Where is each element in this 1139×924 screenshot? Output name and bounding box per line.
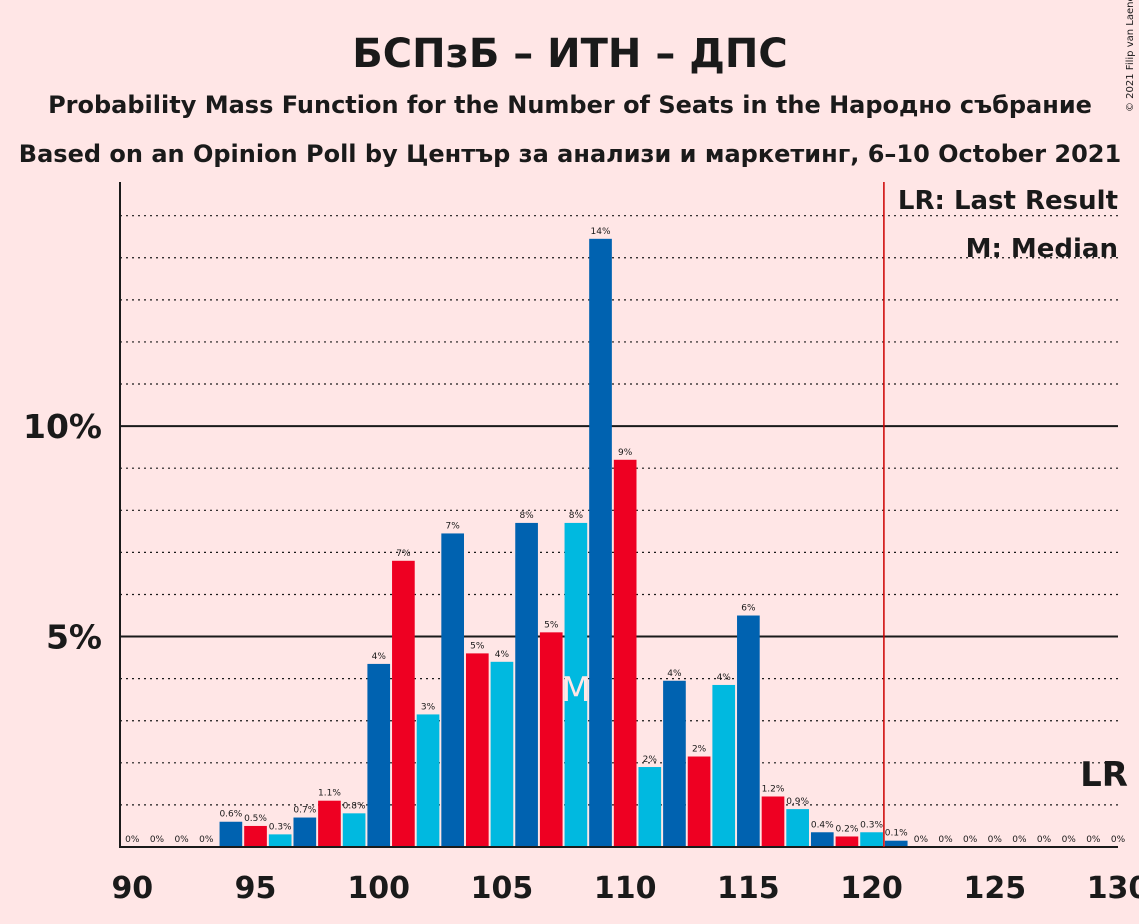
bar-label-107: 5% — [544, 620, 559, 630]
bar-104 — [465, 653, 489, 847]
bar-101 — [392, 560, 415, 847]
bar-label-99: 0.8% — [343, 801, 366, 811]
bar-label-126: 0% — [1012, 835, 1027, 845]
bar-label-125: 0% — [988, 835, 1003, 845]
last-result-marker-label: LR — [1080, 755, 1128, 795]
bar-label-129: 0% — [1086, 835, 1101, 845]
bar-label-97: 0.7% — [293, 806, 316, 816]
x-tick-label-130: 130 — [1087, 871, 1139, 906]
bar-label-90: 0% — [125, 835, 140, 845]
bar-labels: 0% 0% 0% 0%0.6% 0.5%0.3%0.7%1.1%0.8%4%7%3%7%… — [125, 227, 1125, 845]
bar-99 — [342, 813, 366, 847]
bar-label-91: 0% — [150, 835, 165, 845]
bar-label-101: 7% — [396, 549, 411, 559]
bar-107 — [539, 632, 563, 847]
legend-median: M: Median — [966, 234, 1118, 264]
bar-label-121: 0.1% — [885, 829, 908, 839]
x-tick-label-115: 115 — [717, 871, 780, 906]
bar-label-128: 0% — [1062, 835, 1077, 845]
chart-source: Based on an Opinion Poll by Център за ан… — [19, 140, 1121, 168]
x-tick-labels: 90 95 100 105 110 115 120 125 130 — [111, 871, 1139, 906]
bar-116 — [761, 796, 785, 847]
bar-label-120: 0.3% — [860, 820, 883, 830]
axes — [119, 182, 1118, 848]
bar-117 — [786, 809, 809, 847]
bar-112 — [663, 680, 686, 847]
chart-subtitle: Probability Mass Function for the Number… — [48, 91, 1092, 119]
bar-label-122: 0% — [914, 835, 929, 845]
bar-106 — [515, 522, 538, 847]
bar-label-110: 9% — [618, 448, 633, 458]
bar-label-105: 4% — [495, 650, 510, 660]
y-tick-label-10: 10% — [23, 407, 102, 446]
markers: M — [561, 182, 885, 847]
bars — [219, 238, 908, 847]
bar-label-94: 0.6% — [219, 810, 242, 820]
bar-121 — [884, 840, 908, 847]
bar-label-92: 0% — [174, 835, 189, 845]
y-tick-label-5: 5% — [46, 618, 102, 657]
x-tick-label-95: 95 — [235, 871, 277, 906]
bar-label-112: 4% — [667, 669, 682, 679]
bar-96 — [268, 834, 292, 847]
bar-120 — [860, 832, 883, 847]
bar-label-115: 6% — [741, 604, 756, 614]
bar-label-109: 14% — [591, 227, 611, 237]
bar-118 — [810, 832, 834, 847]
bar-102 — [416, 714, 440, 847]
bar-label-117: 0.9% — [786, 797, 809, 807]
x-tick-label-110: 110 — [594, 871, 657, 906]
bar-label-93: 0% — [199, 835, 214, 845]
bar-label-116: 1.2% — [762, 784, 785, 794]
y-tick-labels: 5% 10% — [23, 407, 102, 656]
legend-last-result: LR: Last Result — [898, 186, 1118, 216]
bar-label-98: 1.1% — [318, 789, 341, 799]
copyright-credit: © 2021 Filip van Laenen — [1125, 0, 1136, 112]
x-tick-label-100: 100 — [347, 871, 410, 906]
bar-label-106: 8% — [519, 511, 534, 521]
bar-108 — [564, 522, 588, 847]
bar-114 — [712, 684, 736, 847]
x-tick-label-90: 90 — [111, 871, 153, 906]
bar-105 — [490, 661, 514, 847]
bar-label-127: 0% — [1037, 835, 1052, 845]
bar-115 — [737, 615, 760, 847]
bar-97 — [293, 817, 317, 847]
bar-label-123: 0% — [938, 835, 953, 845]
bar-label-119: 0.2% — [836, 824, 859, 834]
bar-label-118: 0.4% — [811, 820, 834, 830]
bar-98 — [318, 800, 341, 847]
bar-103 — [441, 533, 465, 847]
bar-label-113: 2% — [692, 745, 707, 755]
chart-title: БСПзБ – ИТН – ДПС — [352, 31, 787, 77]
median-marker: M — [561, 670, 590, 710]
bar-label-108: 8% — [569, 511, 584, 521]
bar-94 — [219, 821, 243, 847]
x-tick-label-125: 125 — [963, 871, 1026, 906]
bar-label-103: 7% — [446, 521, 461, 531]
bar-109 — [589, 238, 612, 847]
bar-label-124: 0% — [963, 835, 978, 845]
bar-label-111: 2% — [643, 755, 658, 765]
bar-label-95: 0.5% — [244, 814, 267, 824]
bar-100 — [367, 663, 391, 847]
bar-113 — [687, 756, 711, 847]
x-tick-label-120: 120 — [840, 871, 903, 906]
bar-119 — [835, 836, 859, 847]
bar-label-96: 0.3% — [269, 822, 292, 832]
bar-111 — [638, 767, 662, 847]
bar-95 — [244, 825, 267, 847]
bar-label-130: 0% — [1111, 835, 1126, 845]
x-tick-label-105: 105 — [471, 871, 534, 906]
bar-110 — [613, 459, 637, 847]
bar-label-102: 3% — [421, 702, 436, 712]
bar-label-114: 4% — [717, 673, 732, 683]
bar-label-104: 5% — [470, 641, 485, 651]
bar-label-100: 4% — [372, 652, 387, 662]
